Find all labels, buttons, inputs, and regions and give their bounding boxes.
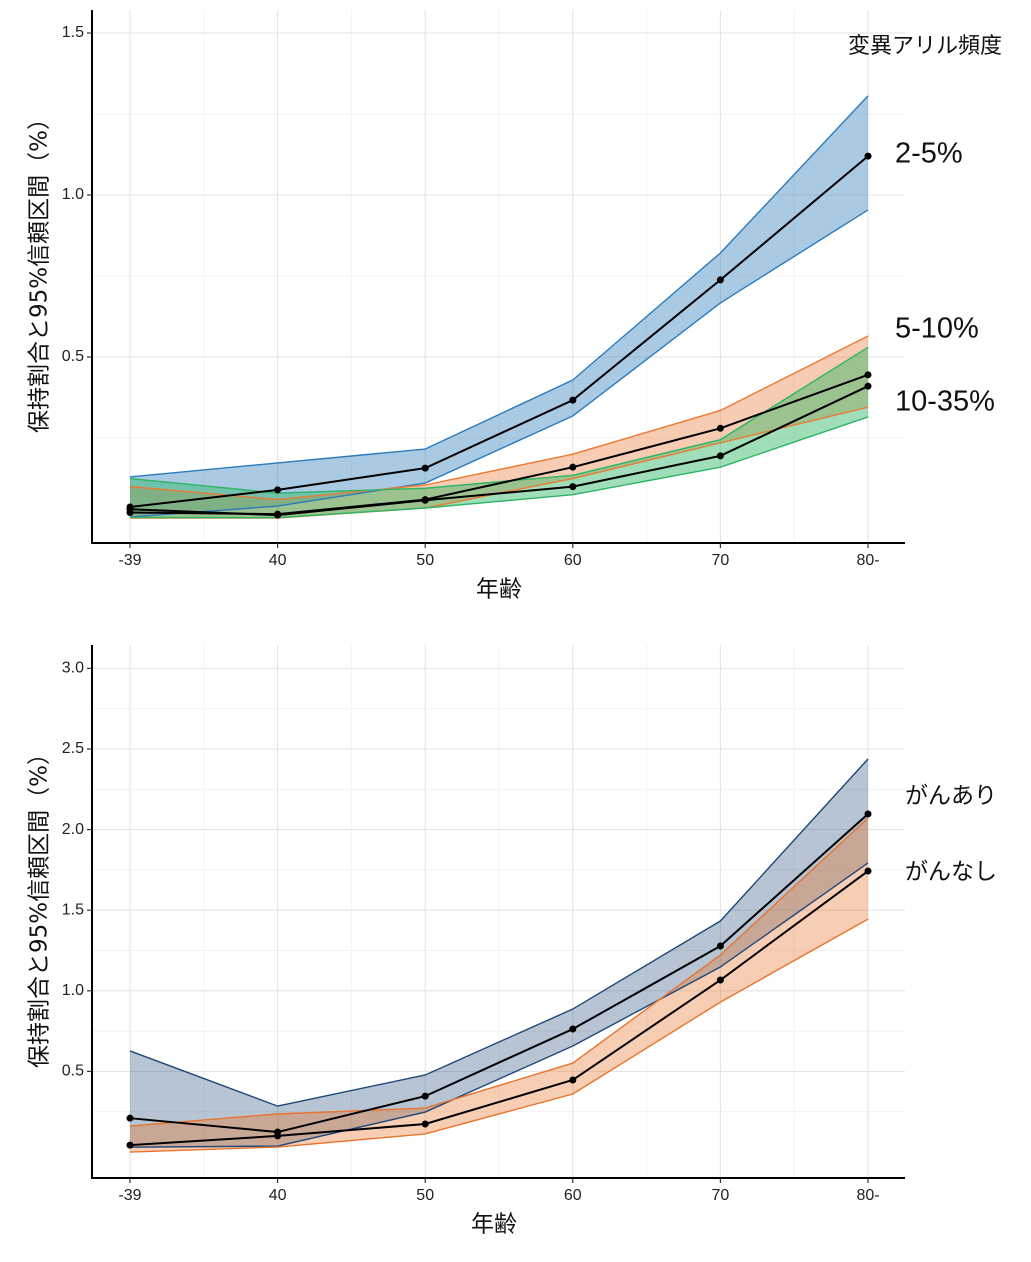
series-line bbox=[129, 385, 869, 517]
confidence-band bbox=[130, 817, 868, 1153]
y-tick-label: 1.5 bbox=[62, 901, 84, 918]
data-point bbox=[716, 276, 724, 284]
y-tick-label: 1.5 bbox=[62, 24, 84, 41]
series-lines bbox=[129, 813, 869, 1147]
band-lower-line bbox=[129, 918, 869, 1153]
data-point bbox=[421, 1120, 429, 1128]
series-labels: 2-5% 5-10% 10-35% bbox=[895, 138, 995, 418]
band-lower-line bbox=[129, 209, 869, 518]
data-point bbox=[421, 496, 429, 504]
x-tick-label: 70 bbox=[712, 552, 730, 569]
x-axis-title: 年齢 bbox=[471, 1212, 517, 1238]
x-tick-label: 60 bbox=[564, 1187, 582, 1204]
series-label: 2-5% bbox=[895, 138, 963, 170]
x-tick-label: 80- bbox=[856, 1187, 879, 1204]
series-label: 10-35% bbox=[895, 386, 995, 418]
y-tick-label: 2.5 bbox=[62, 740, 84, 757]
data-point bbox=[569, 463, 577, 471]
axis-ticks: -39 40 50 60 70 80- 0.5 1.0 1.5 2.0 2.5 3.0 bbox=[62, 660, 880, 1205]
confidence-bands bbox=[130, 758, 868, 1153]
y-tick-label: 0.5 bbox=[62, 348, 84, 365]
series-label: がんあり bbox=[905, 782, 997, 808]
x-axis-title: 年齢 bbox=[476, 577, 522, 603]
y-tick-label: 0.5 bbox=[62, 1063, 84, 1080]
data-point bbox=[569, 483, 577, 491]
data-point bbox=[569, 1076, 577, 1084]
data-point bbox=[864, 867, 872, 875]
data-point bbox=[864, 371, 872, 379]
y-axis-title: 保持割合と95%信頼区間（%） bbox=[27, 107, 53, 433]
series-lines bbox=[129, 155, 869, 517]
data-point bbox=[864, 810, 872, 818]
series-label: 5-10% bbox=[895, 313, 979, 345]
band-lower-line bbox=[129, 862, 869, 1148]
series-line bbox=[129, 870, 869, 1147]
x-tick-label: 80- bbox=[856, 552, 879, 569]
band-upper-line bbox=[129, 95, 869, 478]
gridlines bbox=[92, 10, 905, 543]
axis-ticks: -39 40 50 60 70 80- 0.5 1.0 1.5 bbox=[62, 24, 880, 569]
x-tick-label: -39 bbox=[118, 552, 141, 569]
x-tick-label: 50 bbox=[416, 552, 434, 569]
series-label: がんなし bbox=[905, 858, 997, 884]
data-point bbox=[126, 1114, 134, 1122]
band-upper-line bbox=[129, 335, 869, 501]
y-axis-title: 保持割合と95%信頼区間（%） bbox=[27, 742, 53, 1068]
x-tick-label: 40 bbox=[269, 552, 287, 569]
band-upper-line bbox=[129, 346, 869, 494]
data-points bbox=[126, 152, 872, 519]
chart-variant-allele-frequency: -39 40 50 60 70 80-0.51.01.5 2-5%5-10%10-35% … bbox=[27, 10, 1002, 603]
x-tick-label: -39 bbox=[118, 1187, 141, 1204]
y-tick-label: 2.0 bbox=[62, 821, 84, 838]
x-tick-label: 50 bbox=[416, 1187, 434, 1204]
data-point bbox=[716, 976, 724, 984]
y-tick-label: 3.0 bbox=[62, 660, 84, 677]
band-lower-line bbox=[129, 416, 869, 519]
y-tick-label: 1.0 bbox=[62, 186, 84, 203]
confidence-band bbox=[130, 758, 868, 1148]
data-point bbox=[126, 505, 134, 513]
data-point bbox=[274, 486, 282, 494]
data-point bbox=[716, 424, 724, 432]
x-tick-label: 60 bbox=[564, 552, 582, 569]
data-point bbox=[569, 396, 577, 404]
band-upper-line bbox=[129, 758, 869, 1107]
data-point bbox=[421, 1092, 429, 1100]
band-upper-line bbox=[129, 817, 869, 1127]
data-point bbox=[126, 1141, 134, 1149]
data-point bbox=[864, 382, 872, 390]
data-point bbox=[716, 942, 724, 950]
data-point bbox=[864, 152, 872, 160]
legend-title: 変異アリル頻度 bbox=[848, 34, 1002, 59]
chart-cancer-status: -39 40 50 60 70 80- 0.5 1.0 1.5 2.0 2.5 3.0 がんありがんな… bbox=[27, 645, 997, 1238]
data-points bbox=[126, 810, 872, 1149]
series-line bbox=[129, 155, 869, 509]
confidence-band bbox=[130, 95, 868, 518]
data-point bbox=[274, 511, 282, 519]
data-point bbox=[569, 1025, 577, 1033]
y-tick-label: 1.0 bbox=[62, 982, 84, 999]
confidence-band-edges bbox=[129, 758, 869, 1153]
series-line bbox=[129, 813, 869, 1134]
data-point bbox=[716, 452, 724, 460]
data-point bbox=[421, 464, 429, 472]
x-tick-label: 40 bbox=[269, 1187, 287, 1204]
x-tick-label: 70 bbox=[712, 1187, 730, 1204]
data-point bbox=[274, 1132, 282, 1140]
